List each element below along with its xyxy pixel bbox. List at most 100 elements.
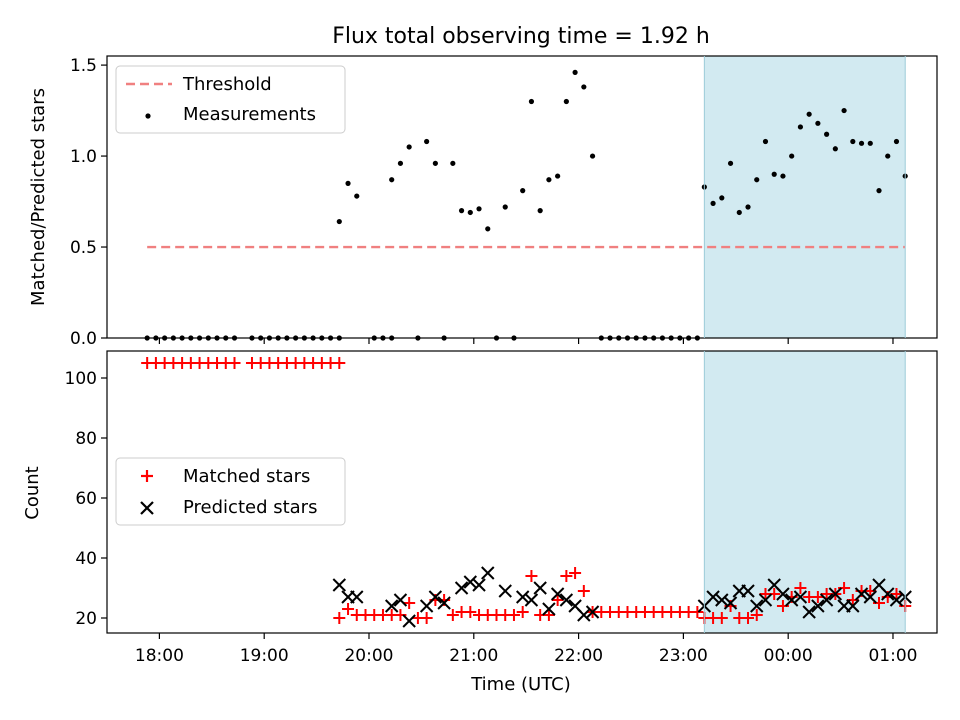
matched-star-markers <box>141 357 912 624</box>
x-tick-label: 00:00 <box>764 646 813 666</box>
matched-star-marker <box>551 594 564 606</box>
matched-star-marker <box>794 582 807 594</box>
predicted-star-marker <box>585 605 600 619</box>
predicted-star-marker <box>454 581 469 595</box>
measurement-point <box>745 204 751 210</box>
predicted-star-marker <box>550 587 565 601</box>
predicted-star-marker <box>384 599 399 613</box>
x-tick-label: 01:00 <box>868 646 917 666</box>
y-tick-label: 1.0 <box>70 147 97 167</box>
predicted-star-marker <box>402 614 416 628</box>
predicted-star-marker <box>498 584 512 598</box>
matched-star-marker <box>542 609 555 621</box>
measurement-point <box>424 138 430 145</box>
matched-star-marker <box>577 585 590 597</box>
predicted-star-marker <box>863 590 877 604</box>
measurement-point <box>528 98 535 105</box>
measurement-point <box>581 84 587 90</box>
predicted-star-marker <box>542 602 556 616</box>
predicted-star-marker <box>819 593 834 607</box>
matched-star-marker <box>507 609 520 621</box>
measurement-point <box>780 173 786 179</box>
measurement-point <box>397 160 404 166</box>
measurement-point <box>345 180 351 186</box>
matched-star-marker <box>715 612 728 624</box>
top-y-ticks: 0.0 0.5 1.0 1.5 <box>70 56 107 349</box>
top-panel: 0.0 0.5 1.0 1.5 Matched/Predicted stars Thr… <box>28 55 938 349</box>
matched-star-marker <box>750 609 763 621</box>
predicted-star-marker <box>854 587 869 601</box>
y-tick-label: 0.0 <box>70 329 97 349</box>
measurement-point <box>797 124 804 130</box>
measurement-point <box>336 218 342 225</box>
legend-measurements-label: Measurements <box>183 104 316 125</box>
predicted-star-marker <box>889 593 904 607</box>
y-tick-label: 100 <box>65 369 97 389</box>
measurement-point <box>432 160 438 166</box>
legend-measurements-swatch <box>145 113 151 119</box>
legend-threshold-label: Threshold <box>182 74 272 95</box>
matched-star-marker <box>333 357 346 369</box>
matched-star-marker <box>420 612 433 624</box>
predicted-star-marker <box>463 575 478 589</box>
x-tick-label: 23:00 <box>659 646 708 666</box>
matched-star-marker <box>560 570 573 582</box>
predicted-star-marker <box>846 599 860 613</box>
predicted-star-marker <box>577 608 591 622</box>
measurement-point <box>467 209 473 216</box>
predicted-star-marker <box>350 590 364 604</box>
matched-star-marker <box>525 570 538 582</box>
legend-predicted-swatch <box>140 501 154 515</box>
x-axis-label: Time (UTC) <box>470 674 571 695</box>
matched-star-marker <box>333 612 346 624</box>
predicted-star-marker <box>811 599 825 613</box>
matched-star-marker <box>403 597 416 609</box>
predicted-star-marker <box>393 593 408 607</box>
bottom-x-ticks: 18:00 19:00 20:00 21:00 22:00 23:00 00:00 01:00 <box>135 633 917 666</box>
top-panel-frame <box>106 55 938 339</box>
measurement-point <box>841 107 847 114</box>
measurement-point <box>771 171 777 177</box>
bottom-y-ticks: 20 40 60 80 100 <box>65 369 107 629</box>
y-tick-label: 60 <box>75 489 97 509</box>
top-panel-highlight <box>704 56 906 338</box>
measurement-point <box>520 188 526 194</box>
predicted-star-marker <box>706 590 720 604</box>
predicted-star-marker <box>559 593 574 607</box>
measurement-point <box>754 177 760 183</box>
matched-star-marker <box>516 606 529 618</box>
measurement-point <box>727 160 734 166</box>
y-tick-label: 40 <box>75 549 97 569</box>
measurement-point <box>736 209 742 216</box>
measurement-point <box>458 208 465 214</box>
y-tick-label: 1.5 <box>70 56 97 76</box>
matched-star-marker <box>464 606 477 618</box>
predicted-star-marker <box>802 605 816 619</box>
predicted-star-marker <box>793 590 808 604</box>
predicted-star-marker <box>723 596 738 610</box>
legend-matched-swatch <box>141 470 153 482</box>
predicted-star-marker <box>758 593 773 607</box>
measurement-point <box>815 120 821 126</box>
matched-star-marker <box>742 612 755 624</box>
measurement-point <box>476 206 482 212</box>
y-tick-label: 0.5 <box>70 238 97 258</box>
measurement-point <box>719 195 725 201</box>
matched-star-marker <box>890 588 903 600</box>
measurement-point <box>850 138 856 145</box>
top-x-ticks <box>158 338 894 344</box>
predicted-star-marker <box>515 590 530 604</box>
x-tick-label: 18:00 <box>135 646 184 666</box>
x-tick-label: 21:00 <box>449 646 498 666</box>
measurement-point <box>537 208 543 214</box>
top-legend: Threshold Measurements <box>115 65 346 134</box>
chart-title: Flux total observing time = 1.92 h <box>332 24 710 49</box>
top-y-axis-label: Matched/Predicted stars <box>28 88 49 306</box>
matched-star-marker <box>811 591 824 603</box>
predicted-star-marker <box>524 593 539 607</box>
predicted-star-marker <box>881 587 895 601</box>
predicted-star-marker <box>533 581 547 595</box>
matched-star-marker <box>446 609 459 621</box>
measurement-point <box>485 226 491 232</box>
matched-star-marker <box>342 603 355 615</box>
